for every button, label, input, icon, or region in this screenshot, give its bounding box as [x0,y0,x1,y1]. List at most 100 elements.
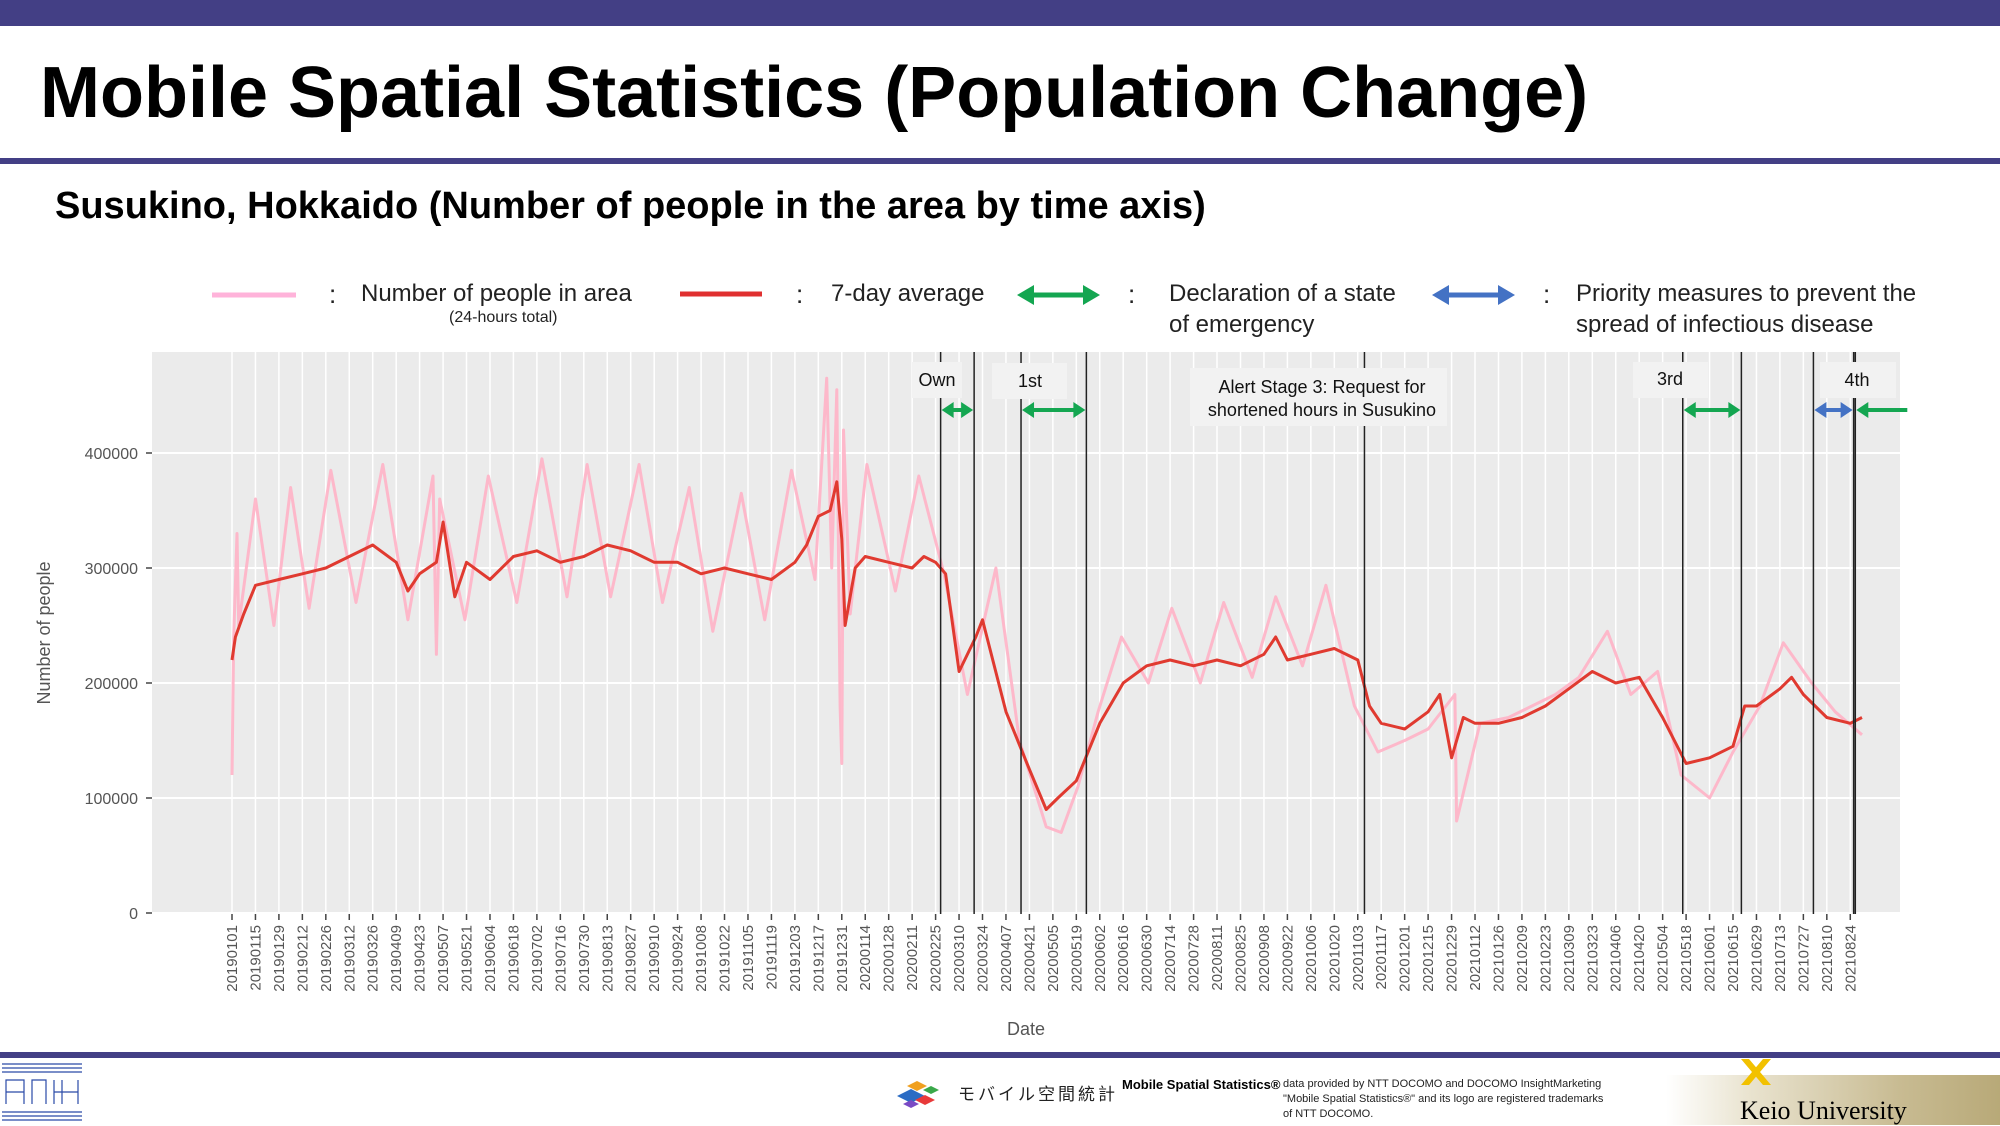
annotation-alert-line1: Alert Stage 3: Request for [1218,377,1425,397]
footer-brand: Mobile Spatial Statistics® [1122,1077,1281,1092]
x-tick-label: 20200602 [1092,925,1109,992]
x-tick-label: 20200630 [1139,925,1156,992]
legend: : Number of people in area (24-hours tot… [212,279,1916,338]
chart: : Number of people in area (24-hours tot… [34,279,1916,1039]
annotation-fourth-bg [1820,362,1896,398]
y-tick-label: 0 [129,906,138,923]
x-tick-label: 20190924 [670,925,687,992]
pen-icon [1741,1059,1771,1085]
title-divider [0,158,2000,164]
annotation-first: 1st [1018,371,1042,391]
top-banner [0,0,2000,26]
x-tick-label: 20210406 [1608,925,1625,992]
period-arrowhead [1840,402,1853,418]
x-tick-label: 20190326 [365,925,382,992]
period-arrowhead [1683,402,1696,418]
x-tick-label: 20190423 [412,925,429,992]
x-tick-label: 20200421 [1021,925,1038,992]
x-tick-label: 20200714 [1162,925,1179,992]
x-tick-label: 20210601 [1702,925,1719,992]
chart-subtitle: Susukino, Hokkaido (Number of people in … [55,185,1206,227]
period-arrowhead [1814,402,1827,418]
x-tick-label: 20210209 [1514,925,1531,992]
institute-logo [2,1063,82,1121]
x-tick-label: 20190226 [318,925,335,992]
x-tick-label: 20190521 [459,925,476,992]
footer-copyright: data provided by NTT DOCOMO and DOCOMO I… [1283,1078,1604,1120]
y-axis: 0 100000 200000 300000 400000 [85,446,152,923]
annotation-alert-bg [1190,368,1447,426]
footer-divider [0,1052,2000,1058]
series-layer [230,376,1863,834]
legend-priority-arrow [1432,285,1515,305]
legend-area-label: Number of people in area [361,280,632,307]
legend-separator: : [329,279,336,309]
keio-university-name: Keio University [1740,1096,1907,1125]
annotation-alert-line2: shortened hours in Susukino [1208,400,1436,420]
x-tick-label: 20191022 [717,925,734,992]
mobile-logo-wordmark: モバイル空間統計 [958,1085,1118,1105]
x-tick-label: 20201103 [1350,925,1367,991]
period-arrowhead [1856,402,1869,418]
x-tick-label: 20210112 [1467,925,1484,991]
x-tick-label: 20200114 [857,925,874,991]
x-tick-label: 20190409 [388,925,405,992]
x-tick-label: 20190129 [271,925,288,992]
x-tick-label: 20200324 [975,925,992,992]
x-tick-label: 20210126 [1491,925,1508,992]
x-tick-label: 20210323 [1584,925,1601,992]
annotation-first-bg [992,363,1067,399]
x-tick-label: 20201006 [1303,925,1320,992]
x-tick-label: 20191105 [740,925,757,991]
x-tick-label: 20191119 [763,925,780,990]
legend-emergency-label: of emergency [1169,311,1314,338]
x-tick-label: 20190827 [623,925,640,992]
gridlines [152,352,1900,914]
period-annotations [939,352,1908,914]
legend-emergency-label: Declaration of a state [1169,280,1396,307]
annotation-third-bg [1633,362,1708,398]
x-tick-label: 20210824 [1842,925,1859,992]
y-tick-label: 300000 [85,561,138,578]
x-tick-label: 20190312 [341,925,358,992]
annotation-fourth: 4th [1844,370,1869,390]
x-tick-label: 20210615 [1725,925,1742,992]
x-tick-label: 20200616 [1115,925,1132,992]
x-tick-label: 20200407 [998,925,1015,992]
x-tick-label: 20190604 [482,925,499,992]
x-axis: 20190101 20190115 20190129 20190212 20190226… [224,914,1859,992]
annotation-own: Own [918,370,955,390]
y-axis-title: Number of people [34,561,54,704]
y-tick-label: 400000 [85,446,138,463]
x-tick-label: 20190115 [248,925,265,991]
x-tick-label: 20210309 [1561,925,1578,992]
y-tick-label: 200000 [85,676,138,693]
x-tick-label: 20191008 [693,925,710,992]
x-tick-label: 20190730 [576,925,593,992]
x-tick-label: 20200128 [881,925,898,992]
x-tick-label: 20200908 [1256,925,1273,992]
x-tick-label: 20200310 [951,925,968,992]
x-tick-label: 20200211 [904,925,921,991]
legend-priority-label: Priority measures to prevent the [1576,280,1916,307]
x-tick-label: 20200922 [1279,925,1296,992]
keio-university-logo [1666,1075,2000,1125]
legend-emergency-arrow [1017,285,1100,305]
x-tick-label: 20210504 [1655,925,1672,992]
x-tick-label: 20200811 [1209,925,1226,991]
annotation-own-bg [912,362,962,398]
x-tick-label: 20200225 [928,925,945,992]
legend-area-sublabel: (24-hours total) [449,309,558,326]
x-tick-label: 20200519 [1068,925,1085,992]
x-tick-label: 20210518 [1678,925,1695,992]
x-tick-label: 20191203 [787,925,804,992]
x-tick-label: 20190716 [552,925,569,992]
x-tick-label: 20190813 [599,925,616,992]
x-tick-label: 20210629 [1749,925,1766,992]
legend-separator: : [1543,279,1550,309]
legend-separator: : [1128,279,1135,309]
x-tick-label: 20190702 [529,925,546,992]
x-tick-label: 20191231 [834,925,851,992]
series-line-daily [230,376,1863,834]
x-tick-label: 20201201 [1397,925,1414,992]
